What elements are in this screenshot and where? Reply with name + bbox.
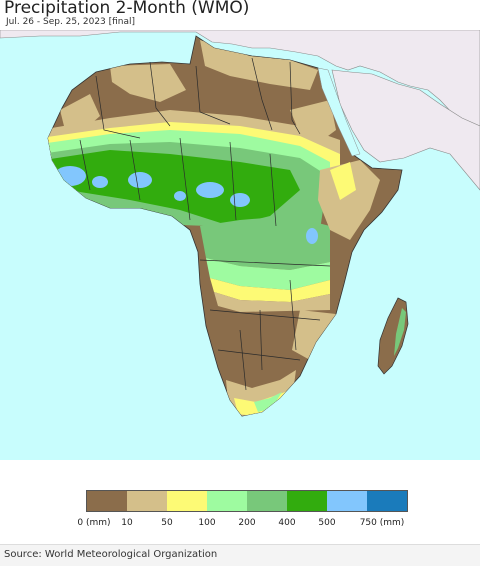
legend-swatch [247, 491, 287, 511]
precipitation-legend: 0 (mm) 10 50 100 200 400 500 750 (mm) [77, 490, 408, 528]
eurasia-land [0, 30, 480, 131]
legend-label: 500 [318, 518, 336, 528]
legend-swatch [327, 491, 367, 511]
page-title: Precipitation 2-Month (WMO) [4, 0, 250, 18]
legend-label: 50 [161, 518, 173, 528]
source-text: Source: World Meteorological Organizatio… [4, 549, 218, 560]
legend-label: 10 [121, 518, 133, 528]
footer: Source: World Meteorological Organizatio… [0, 544, 480, 566]
legend-swatch [207, 491, 247, 511]
legend-label: 750 (mm) [359, 518, 405, 528]
legend-swatch [367, 491, 407, 511]
legend-swatch [167, 491, 207, 511]
legend-swatch [127, 491, 167, 511]
legend-label: 200 [238, 518, 256, 528]
madagascar-east-rain [394, 308, 406, 356]
legend-label: 0 (mm) [77, 518, 111, 528]
legend-swatch [87, 491, 127, 511]
arabian-peninsula [331, 69, 480, 191]
precipitation-map [0, 30, 480, 460]
date-range: Jul. 26 - Sep. 25, 2023 [final] [6, 17, 136, 27]
legend-label: 400 [278, 518, 296, 528]
legend-label: 100 [198, 518, 216, 528]
red-sea [317, 67, 361, 157]
legend-swatch [287, 491, 327, 511]
